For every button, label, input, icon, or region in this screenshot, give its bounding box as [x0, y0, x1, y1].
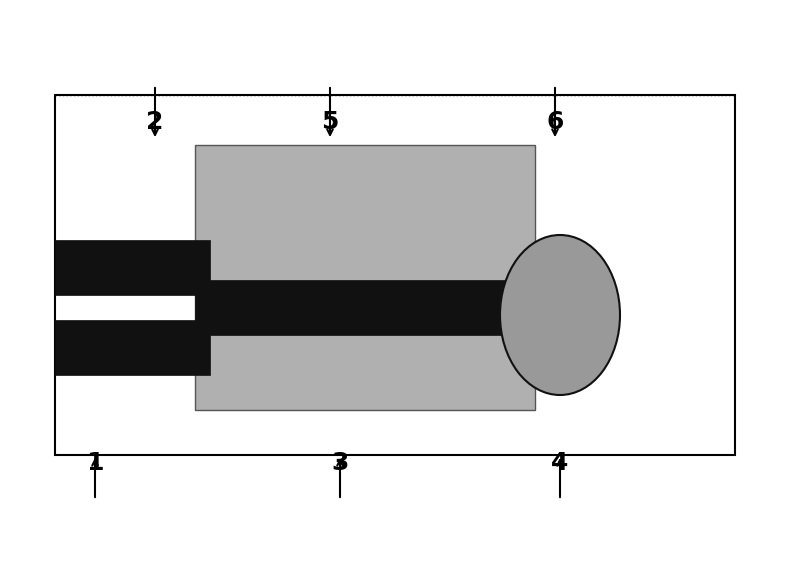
- Text: 4: 4: [551, 451, 569, 475]
- Text: 5: 5: [322, 110, 338, 134]
- Bar: [55, 240, 210, 295]
- Ellipse shape: [500, 235, 620, 395]
- Bar: [195, 145, 535, 410]
- Bar: [510, 280, 565, 335]
- Bar: [55, 95, 735, 455]
- Text: 6: 6: [546, 110, 564, 134]
- Text: 3: 3: [331, 451, 349, 475]
- Bar: [55, 320, 210, 375]
- Text: 2: 2: [146, 110, 164, 134]
- Bar: [195, 280, 535, 335]
- Text: 1: 1: [86, 451, 104, 475]
